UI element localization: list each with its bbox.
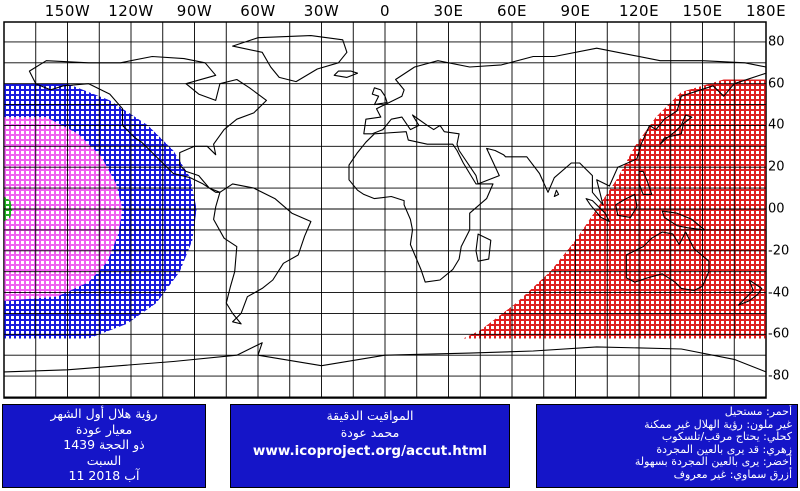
legend-red: أحمر: مستحيل xyxy=(724,405,792,418)
lat-label: 60 xyxy=(768,76,785,92)
lat-label: -40 xyxy=(768,285,790,301)
landmass-new-zealand xyxy=(737,279,763,306)
lat-label: -80 xyxy=(768,368,790,384)
lat-label: 20 xyxy=(768,159,785,175)
landmass-australia xyxy=(625,231,710,292)
lat-label: 80 xyxy=(768,34,785,50)
credits-title: المواقيت الدقيقة xyxy=(326,408,414,423)
landmass-sumatra xyxy=(585,198,610,223)
lon-label: 150W xyxy=(44,2,91,20)
lat-label: -20 xyxy=(768,243,790,259)
title-line-1: رؤية هلال أول الشهر xyxy=(50,406,158,421)
lon-label: 60E xyxy=(496,2,528,20)
landmass-borneo xyxy=(615,193,638,218)
lat-label: 40 xyxy=(768,117,785,133)
landmass-south-america xyxy=(213,183,312,325)
lon-label: 30E xyxy=(433,2,464,20)
credits-url[interactable]: www.icoproject.org/accut.html xyxy=(252,443,488,459)
legend-green: أخضر: يرى بالعين المجردة بسهولة xyxy=(634,455,792,469)
lon-label: 150E xyxy=(682,2,723,20)
landmass-madagascar xyxy=(475,233,492,262)
lon-label: 30W xyxy=(303,2,340,20)
lon-label: 90W xyxy=(176,2,213,20)
landmass-iceland xyxy=(333,70,359,78)
landmass-british-isles xyxy=(371,87,388,106)
lon-label: 90E xyxy=(560,2,591,20)
lon-label: 60W xyxy=(240,2,276,20)
landmass-north-america xyxy=(28,55,268,193)
lon-label: 120W xyxy=(108,2,154,20)
lat-label: -60 xyxy=(768,326,790,342)
credits-panel: المواقيت الدقيقة محمد عودة www.icoprojec… xyxy=(230,404,510,488)
landmass-sri-lanka xyxy=(553,189,560,198)
landmass-japan xyxy=(659,114,693,145)
landmass-antarctica xyxy=(3,342,767,373)
landmass-africa xyxy=(348,131,494,283)
landmass-new-guinea xyxy=(661,210,706,231)
title-line-3: ذو الحجة 1439 xyxy=(63,437,145,452)
lon-label: 0 xyxy=(379,2,391,20)
legend-navy: كحلي: يحتاج مرقب/تلسكوب xyxy=(661,430,792,444)
credits-author: محمد عودة xyxy=(340,425,400,440)
legend-panel: أحمر: مستحيل غير ملون: رؤية الهلال غير م… xyxy=(536,404,798,488)
legend-pink: زهري: قد يرى بالعين المجردة xyxy=(656,442,792,456)
landmass-philippines xyxy=(638,170,653,195)
landmass-greenland xyxy=(232,35,348,83)
legend-uncolored: غير ملون: رؤية الهلال غير ممكنة xyxy=(644,417,792,431)
title-line-5: 11 آب 2018 xyxy=(68,468,140,483)
title-line-2: معيار عودة xyxy=(75,421,133,437)
title-line-4: السبت xyxy=(86,452,122,468)
landmass-eurasia xyxy=(363,47,767,206)
title-panel: رؤية هلال أول الشهر معيار عودة ذو الحجة … xyxy=(2,404,206,488)
lon-label: 180E xyxy=(745,2,787,20)
legend-unknown: أزرق سماوي: غير معروف xyxy=(673,467,792,481)
lon-label: 120E xyxy=(618,2,660,20)
lat-label: 00 xyxy=(768,201,785,217)
